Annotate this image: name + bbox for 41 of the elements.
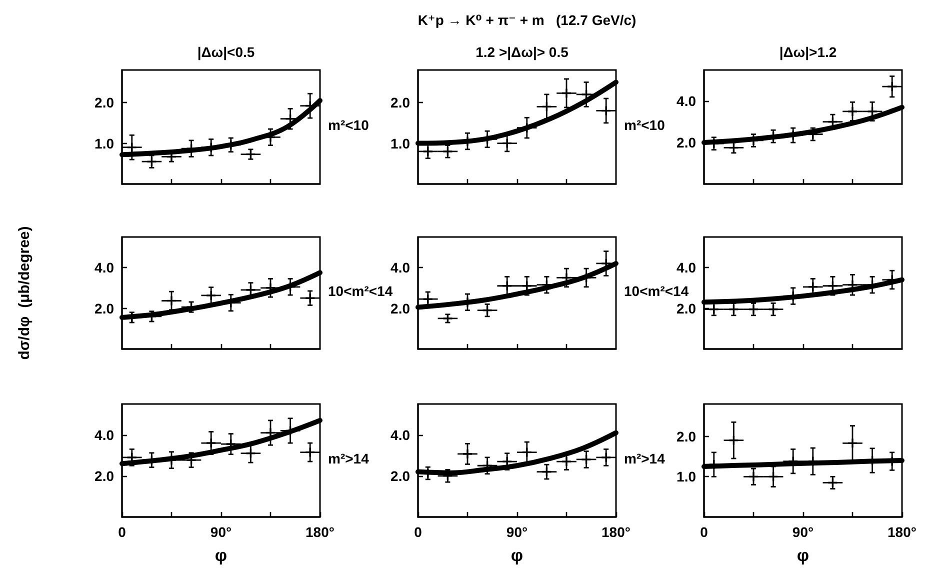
y-tick-label: 2.0 [676, 300, 696, 316]
x-tick-label: 90° [506, 524, 528, 540]
y-tick-label: 1.0 [676, 468, 696, 485]
x-axis-title: φ [796, 546, 810, 565]
y-tick-label: 2.0 [94, 94, 114, 111]
x-tick-label: 0 [414, 524, 422, 540]
text: m²<10 [624, 117, 666, 133]
y-tick-label: 1.0 [94, 135, 114, 152]
text: 10<m²<14 [624, 283, 689, 299]
x-axis-title: φ [214, 546, 228, 565]
y-tick-label: 2.0 [676, 134, 696, 151]
y-tick-label: 2.0 [390, 94, 410, 111]
y-tick-label: 2.0 [390, 300, 410, 316]
y-tick-label: 1.0 [390, 135, 410, 152]
y-tick-label: 2.0 [94, 468, 114, 484]
y-tick-label: 2.0 [676, 428, 696, 444]
chart-subtitle: 1.2 >|Δω|> 0.5 [476, 44, 569, 61]
y-tick-label: 4.0 [94, 426, 114, 443]
y-tick-label: 4.0 [390, 426, 410, 443]
x-tick-label: 0 [700, 524, 708, 540]
text: m²>14 [328, 450, 370, 466]
x-tick-label: 180° [602, 524, 630, 540]
y-tick-label: 2.0 [94, 300, 114, 316]
text: 10<m²<14 [328, 283, 393, 299]
y-tick-label: 4.0 [94, 260, 114, 276]
y-axis-title: dσ/dφ (μb/degree) [16, 226, 33, 360]
x-axis-title: φ [510, 546, 524, 565]
x-tick-label: 90° [210, 524, 232, 540]
y-tick-label: 4.0 [676, 93, 696, 110]
chart-title: K⁺p → K⁰ + π⁻ + m (12.7 GeV/c) [418, 12, 636, 28]
x-tick-label: 180° [306, 524, 334, 540]
x-tick-label: 90° [792, 524, 814, 540]
x-tick-label: 180° [888, 524, 916, 540]
chart-subtitle: |Δω|>1.2 [779, 44, 837, 61]
y-tick-label: 2.0 [390, 468, 410, 484]
y-tick-label: 4.0 [676, 260, 696, 276]
y-tick-label: 4.0 [390, 260, 410, 276]
x-tick-label: 0 [118, 524, 126, 540]
text: m²>14 [624, 450, 666, 466]
chart-subtitle: |Δω|<0.5 [197, 44, 255, 61]
text: m²<10 [328, 117, 370, 133]
